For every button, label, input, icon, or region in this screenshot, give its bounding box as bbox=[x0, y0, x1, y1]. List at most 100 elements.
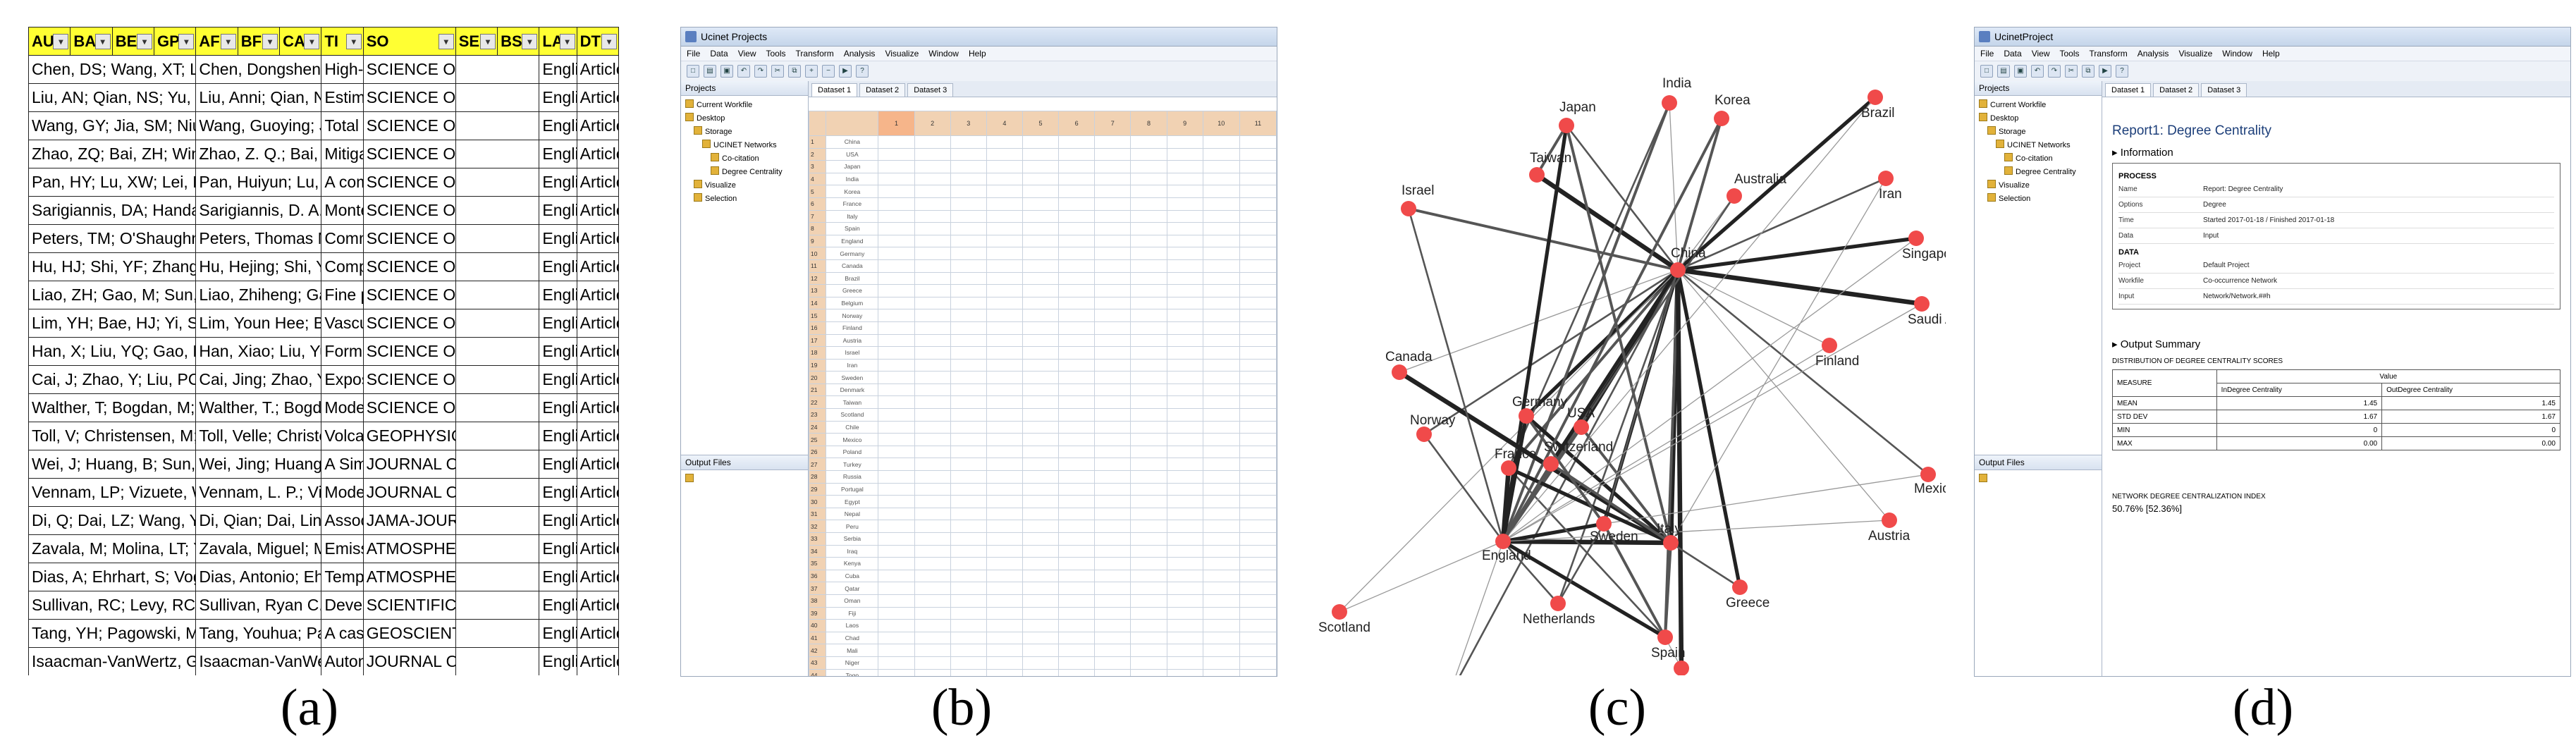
table-cell[interactable]: SCIENCE OF THE TOTAL ENVI bbox=[362, 337, 456, 366]
table-cell[interactable] bbox=[455, 506, 540, 535]
table-cell[interactable]: SCIENCE OF THE TOTAL ENVI bbox=[362, 83, 456, 112]
grid-cell[interactable] bbox=[1022, 333, 1060, 348]
grid-cell[interactable] bbox=[1058, 234, 1096, 248]
table-cell[interactable]: Article bbox=[576, 619, 619, 648]
grid-cell[interactable] bbox=[1166, 371, 1203, 384]
tree-item[interactable]: Storage bbox=[685, 125, 804, 139]
column-header-bf[interactable]: BF ▾ bbox=[237, 27, 281, 56]
grid-cell[interactable] bbox=[986, 544, 1023, 558]
table-cell[interactable] bbox=[455, 619, 540, 648]
table-cell[interactable]: Develo bbox=[321, 591, 364, 620]
grid-cell[interactable] bbox=[1202, 209, 1240, 223]
grid-cell[interactable] bbox=[914, 185, 951, 198]
grid-cell[interactable] bbox=[1058, 532, 1096, 546]
table-cell[interactable]: SCIENTIFIC REPORTS bbox=[362, 591, 456, 620]
grid-cell[interactable] bbox=[914, 470, 951, 484]
grid-cell[interactable] bbox=[950, 284, 987, 297]
table-cell[interactable]: Toll, Velle; Christensen, bbox=[195, 422, 322, 450]
table-cell[interactable]: SCIENCE OF THE TOTAL ENVI bbox=[362, 111, 456, 140]
grid-cell[interactable] bbox=[1022, 557, 1060, 570]
grid-cell[interactable] bbox=[950, 606, 987, 620]
network-node[interactable] bbox=[1732, 579, 1748, 595]
table-cell[interactable]: Article bbox=[576, 422, 619, 450]
table-cell[interactable]: Peters, TM; O'Shaughnessy, P bbox=[28, 224, 197, 253]
grid-column-header[interactable]: 9 bbox=[1166, 111, 1203, 136]
grid-cell[interactable] bbox=[986, 619, 1023, 632]
grid-cell[interactable] bbox=[986, 482, 1023, 496]
grid-cell[interactable] bbox=[1202, 594, 1240, 608]
grid-cell[interactable] bbox=[1130, 668, 1167, 676]
grid-row-name[interactable]: Brazil bbox=[826, 271, 879, 286]
grid-cell[interactable] bbox=[1166, 222, 1203, 235]
grid-cell[interactable] bbox=[878, 185, 915, 198]
grid-row-name[interactable]: Finland bbox=[826, 321, 879, 335]
grid-cell[interactable] bbox=[1058, 606, 1096, 620]
table-cell[interactable]: Tang, Youhua; Pagowsk bbox=[195, 619, 322, 648]
grid-cell[interactable] bbox=[1094, 358, 1131, 372]
grid-cell[interactable] bbox=[986, 507, 1023, 521]
table-cell[interactable]: Article bbox=[576, 534, 619, 563]
tree-item[interactable]: Selection bbox=[1979, 192, 2097, 206]
grid-cell[interactable] bbox=[1094, 284, 1131, 297]
grid-column-header[interactable] bbox=[826, 111, 879, 136]
grid-cell[interactable] bbox=[1202, 383, 1240, 397]
grid-cell[interactable] bbox=[878, 594, 915, 608]
menu-tools[interactable]: Tools bbox=[2059, 49, 2080, 59]
grid-cell[interactable] bbox=[950, 247, 987, 260]
grid-cell[interactable] bbox=[1166, 321, 1203, 335]
network-node[interactable] bbox=[1920, 467, 1936, 482]
table-cell[interactable] bbox=[455, 365, 540, 394]
table-cell[interactable]: Isaacman-VanWertz, Ga bbox=[195, 647, 322, 675]
grid-cell[interactable] bbox=[878, 433, 915, 446]
grid-cell[interactable] bbox=[914, 520, 951, 533]
table-cell[interactable]: Zhao, ZQ; Bai, ZH; Winiwart bbox=[28, 140, 197, 168]
grid-row-name[interactable]: Japan bbox=[826, 160, 879, 173]
grid-cell[interactable] bbox=[878, 371, 915, 384]
grid-cell[interactable] bbox=[950, 445, 987, 459]
grid-cell[interactable] bbox=[1202, 234, 1240, 248]
grid-cell[interactable] bbox=[1239, 631, 1277, 645]
table-cell[interactable]: Vennam, LP; Vizuete, W; Tal bbox=[28, 478, 197, 507]
grid-cell[interactable] bbox=[1094, 495, 1131, 508]
grid-cell[interactable] bbox=[1058, 420, 1096, 434]
grid-cell[interactable] bbox=[1202, 668, 1240, 676]
grid-cell[interactable] bbox=[914, 358, 951, 372]
copy-icon[interactable]: ⧉ bbox=[788, 65, 801, 78]
grid-cell[interactable] bbox=[950, 296, 987, 310]
grid-cell[interactable] bbox=[1094, 507, 1131, 521]
grid-cell[interactable] bbox=[1058, 309, 1096, 322]
grid-cell[interactable] bbox=[986, 656, 1023, 670]
grid-cell[interactable] bbox=[1239, 520, 1277, 533]
grid-cell[interactable] bbox=[1166, 259, 1203, 273]
table-cell[interactable]: English bbox=[539, 337, 577, 366]
grid-cell[interactable] bbox=[1239, 470, 1277, 484]
table-cell[interactable] bbox=[455, 534, 540, 563]
grid-cell[interactable] bbox=[1202, 408, 1240, 422]
grid-cell[interactable] bbox=[878, 544, 915, 558]
menu-window[interactable]: Window bbox=[2222, 49, 2252, 59]
column-header-gp[interactable]: GP ▾ bbox=[154, 27, 197, 56]
grid-cell[interactable] bbox=[1239, 309, 1277, 322]
grid-cell[interactable] bbox=[914, 147, 951, 161]
grid-cell[interactable] bbox=[1166, 656, 1203, 670]
tab-1[interactable]: Dataset 1 bbox=[811, 83, 858, 97]
grid-cell[interactable] bbox=[878, 321, 915, 335]
grid-cell[interactable] bbox=[914, 395, 951, 410]
grid-cell[interactable] bbox=[1130, 358, 1167, 372]
grid-row-name[interactable]: France bbox=[826, 197, 879, 211]
grid-cell[interactable] bbox=[950, 333, 987, 348]
grid-cell[interactable] bbox=[1058, 271, 1096, 286]
grid-cell[interactable] bbox=[986, 458, 1023, 472]
grid-cell[interactable] bbox=[914, 408, 951, 422]
grid-row-name[interactable]: Serbia bbox=[826, 532, 879, 546]
grid-cell[interactable] bbox=[1022, 532, 1060, 546]
grid-cell[interactable] bbox=[914, 507, 951, 521]
grid-cell[interactable] bbox=[1239, 160, 1277, 173]
grid-cell[interactable] bbox=[1058, 135, 1096, 149]
filter-dropdown-icon[interactable]: ▾ bbox=[522, 34, 538, 49]
table-cell[interactable]: Article bbox=[576, 83, 619, 112]
grid-cell[interactable] bbox=[914, 234, 951, 248]
grid-cell[interactable] bbox=[1166, 172, 1203, 186]
table-cell[interactable]: Pan, HY; Lu, XW; Lei, K bbox=[28, 168, 197, 197]
grid-cell[interactable] bbox=[1239, 172, 1277, 186]
